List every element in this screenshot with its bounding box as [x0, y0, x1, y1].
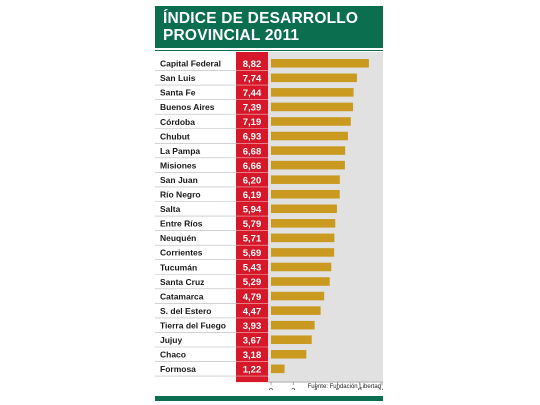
bar [271, 262, 332, 272]
source-note: Fuente: Fundación Libertad [308, 384, 381, 390]
value-label: 5,79 [243, 219, 262, 230]
category-label: Chubut [160, 131, 190, 141]
x-tick-label: 2 [291, 386, 295, 390]
category-label: Neuquén [160, 233, 196, 243]
value-label: 3,93 [243, 321, 262, 332]
bar [271, 160, 345, 170]
header-rule [155, 50, 383, 51]
value-label: 5,69 [243, 248, 262, 259]
bar [271, 233, 335, 243]
x-tick-label: 10 [378, 386, 383, 390]
value-label: 8,82 [243, 59, 262, 70]
bar [271, 320, 315, 330]
category-label: Santa Fe [160, 88, 196, 98]
bar [271, 117, 351, 126]
value-label: 3,67 [243, 335, 262, 346]
category-label: Tierra del Fuego [160, 320, 226, 330]
category-label: San Luis [160, 73, 196, 83]
value-label: 5,71 [243, 234, 262, 245]
bar [271, 306, 321, 315]
category-label: Chaco [160, 350, 186, 360]
category-label: Buenos Aires [160, 102, 215, 112]
category-label: Formosa [160, 364, 196, 374]
bar [271, 88, 354, 97]
category-label: Entre Ríos [160, 219, 203, 229]
value-label: 5,43 [243, 263, 262, 274]
value-label: 7,74 [243, 74, 262, 85]
x-tick-label: 0 [269, 386, 273, 390]
bar [271, 131, 348, 141]
bar [271, 146, 346, 155]
category-label: Catamarca [160, 291, 204, 301]
category-label: Córdoba [160, 117, 195, 127]
category-label: Salta [160, 204, 181, 214]
bar [271, 204, 337, 214]
bar [271, 350, 307, 359]
chart-title-line-2: PROVINCIAL 2011 [163, 27, 300, 44]
value-label: 6,93 [243, 132, 262, 143]
chart-title-line-1: ÍNDICE DE DESARROLLO [163, 10, 359, 27]
bar [271, 335, 312, 344]
bar [271, 291, 325, 301]
value-label: 5,94 [243, 204, 262, 215]
category-label: Misiones [160, 160, 197, 170]
x-tick-label: 6 [336, 386, 340, 390]
value-label: 4,47 [243, 306, 262, 317]
category-label: La Pampa [160, 146, 200, 156]
value-label: 4,79 [243, 292, 262, 303]
bar [271, 364, 285, 374]
category-label: Capital Federal [160, 59, 221, 69]
value-label: 5,29 [243, 277, 262, 288]
value-label: 6,19 [243, 190, 262, 201]
value-column [236, 52, 268, 383]
bar [271, 219, 336, 228]
category-label: Río Negro [160, 190, 201, 200]
bar-chart: Capital Federal 8,82 San Luis 7,74 Santa Fe 7… [155, 52, 383, 390]
bar [271, 248, 335, 257]
bar [271, 102, 354, 112]
bar [271, 73, 357, 83]
bar [271, 189, 340, 199]
footer-bar [155, 396, 383, 401]
category-label: Corrientes [160, 248, 203, 258]
bar [271, 175, 340, 184]
plot-background [268, 52, 383, 383]
value-label: 7,19 [243, 117, 262, 128]
chart-title: ÍNDICE DE DESARROLLO PROVINCIAL 2011 [155, 6, 383, 48]
category-label: Tucumán [160, 262, 197, 272]
x-tick-label: 4 [313, 386, 317, 390]
bar-chart-svg: Capital Federal 8,82 San Luis 7,74 Santa Fe 7… [155, 52, 383, 390]
category-label: Jujuy [160, 335, 182, 345]
x-tick-label: 8 [358, 386, 362, 390]
value-label: 6,66 [243, 161, 262, 172]
category-label: S. del Estero [160, 306, 212, 316]
bar [271, 277, 330, 286]
category-label: Santa Cruz [160, 277, 204, 287]
value-label: 7,44 [243, 88, 262, 99]
value-label: 1,22 [243, 365, 262, 376]
bar [271, 59, 369, 68]
value-label: 6,20 [243, 175, 262, 186]
category-label: San Juan [160, 175, 198, 185]
value-label: 6,68 [243, 146, 262, 157]
value-label: 7,39 [243, 103, 262, 114]
value-label: 3,18 [243, 350, 262, 361]
